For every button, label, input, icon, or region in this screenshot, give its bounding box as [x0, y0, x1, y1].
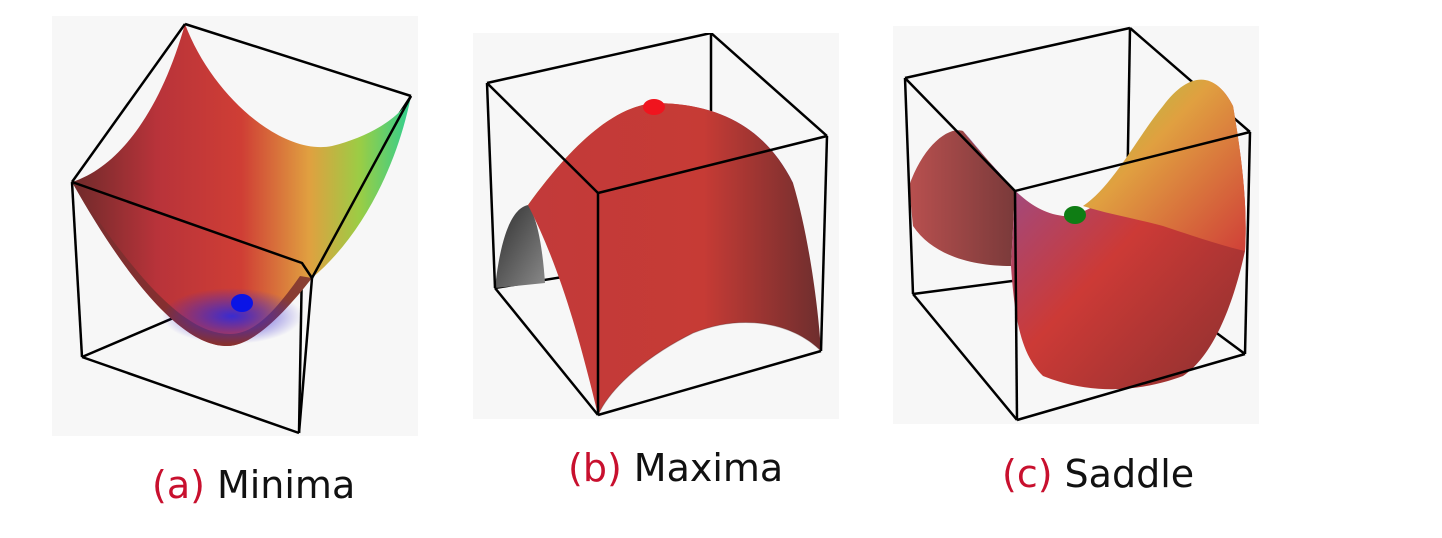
saddle-panel [893, 26, 1259, 424]
caption-tag: (c) [1002, 452, 1053, 496]
caption-label: Maxima [633, 446, 784, 490]
caption-label: Minima [216, 463, 356, 507]
caption-minima: (a) Minima [152, 466, 355, 504]
maxima-surface-plot [473, 33, 839, 419]
caption-tag: (b) [568, 446, 622, 490]
minimum-point [231, 294, 253, 312]
caption-label: Saddle [1064, 452, 1195, 496]
minima-surface [72, 24, 411, 346]
caption-tag: (a) [152, 463, 205, 507]
caption-maxima: (b) Maxima [568, 449, 783, 487]
caption-saddle: (c) Saddle [1002, 455, 1194, 493]
minima-panel [52, 16, 418, 436]
saddle-point [1064, 206, 1086, 224]
minima-surface-plot [52, 16, 418, 436]
maximum-point [643, 99, 665, 115]
saddle-surface-plot [893, 26, 1259, 424]
maxima-panel [473, 33, 839, 419]
